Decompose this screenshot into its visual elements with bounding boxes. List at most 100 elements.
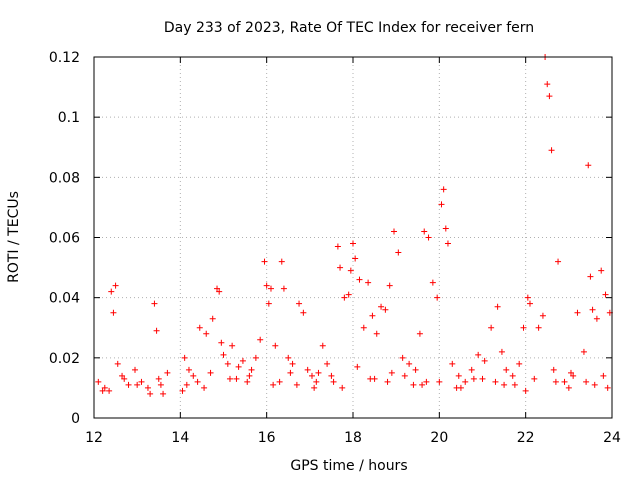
data-point bbox=[410, 381, 417, 388]
data-point bbox=[531, 375, 538, 382]
data-point bbox=[257, 336, 264, 343]
data-point bbox=[539, 312, 546, 319]
data-point bbox=[481, 357, 488, 364]
data-point bbox=[293, 381, 300, 388]
data-point bbox=[602, 291, 609, 298]
data-point bbox=[583, 378, 590, 385]
data-point bbox=[132, 366, 139, 373]
data-point bbox=[239, 357, 246, 364]
data-point bbox=[194, 378, 201, 385]
data-point bbox=[589, 306, 596, 313]
data-point bbox=[179, 387, 186, 394]
chart-title: Day 233 of 2023, Rate Of TEC Index for r… bbox=[164, 20, 534, 36]
data-point bbox=[457, 384, 464, 391]
data-point bbox=[185, 366, 192, 373]
data-point bbox=[328, 372, 335, 379]
y-tick-label: 0.08 bbox=[49, 170, 80, 186]
data-point bbox=[151, 300, 158, 307]
data-point bbox=[265, 300, 272, 307]
data-point bbox=[423, 378, 430, 385]
data-point bbox=[444, 240, 451, 247]
data-point bbox=[591, 381, 598, 388]
data-point bbox=[315, 369, 322, 376]
data-point bbox=[244, 378, 251, 385]
y-tick-label: 0.12 bbox=[49, 50, 80, 66]
data-point bbox=[300, 309, 307, 316]
data-point bbox=[201, 384, 208, 391]
x-tick-label: 12 bbox=[85, 430, 103, 446]
data-point bbox=[550, 366, 557, 373]
data-point bbox=[319, 342, 326, 349]
data-point bbox=[334, 243, 341, 250]
x-tick-label: 24 bbox=[603, 430, 621, 446]
data-point bbox=[134, 381, 141, 388]
data-point bbox=[585, 162, 592, 169]
data-point bbox=[360, 324, 367, 331]
data-point bbox=[285, 354, 292, 361]
data-point bbox=[313, 378, 320, 385]
data-point bbox=[401, 372, 408, 379]
data-point bbox=[373, 330, 380, 337]
data-point bbox=[272, 342, 279, 349]
data-point bbox=[181, 354, 188, 361]
data-point bbox=[561, 378, 568, 385]
data-point bbox=[196, 324, 203, 331]
data-point bbox=[233, 375, 240, 382]
data-point bbox=[386, 282, 393, 289]
data-point bbox=[406, 360, 413, 367]
data-point bbox=[289, 360, 296, 367]
data-point bbox=[160, 390, 167, 397]
data-point bbox=[526, 300, 533, 307]
x-axis-label: GPS time / hours bbox=[290, 458, 407, 474]
data-point bbox=[216, 288, 223, 295]
x-tick-label: 20 bbox=[430, 430, 448, 446]
data-point bbox=[214, 285, 221, 292]
data-point bbox=[203, 330, 210, 337]
data-point bbox=[438, 201, 445, 208]
x-tick-label: 14 bbox=[171, 430, 189, 446]
data-point bbox=[535, 324, 542, 331]
data-point bbox=[164, 369, 171, 376]
data-point bbox=[399, 354, 406, 361]
data-point bbox=[412, 366, 419, 373]
data-point bbox=[509, 372, 516, 379]
data-point bbox=[520, 324, 527, 331]
data-point bbox=[341, 294, 348, 301]
data-point bbox=[144, 384, 151, 391]
data-point bbox=[425, 234, 432, 241]
data-point bbox=[552, 378, 559, 385]
data-point bbox=[522, 387, 529, 394]
data-point bbox=[229, 342, 236, 349]
data-point bbox=[488, 324, 495, 331]
data-point bbox=[580, 348, 587, 355]
data-point bbox=[270, 381, 277, 388]
data-point bbox=[119, 372, 126, 379]
data-point bbox=[524, 294, 531, 301]
data-point bbox=[183, 381, 190, 388]
data-point bbox=[365, 279, 372, 286]
data-point bbox=[248, 366, 255, 373]
y-tick-label: 0.06 bbox=[49, 231, 80, 247]
data-point bbox=[455, 372, 462, 379]
data-point bbox=[501, 381, 508, 388]
data-point bbox=[207, 369, 214, 376]
y-tick-label: 0.1 bbox=[58, 110, 80, 126]
x-tick-label: 22 bbox=[517, 430, 535, 446]
data-point bbox=[436, 378, 443, 385]
data-point bbox=[350, 240, 356, 247]
data-point bbox=[604, 384, 611, 391]
data-point bbox=[468, 366, 475, 373]
data-point bbox=[153, 327, 160, 334]
data-point bbox=[263, 282, 270, 289]
y-axis-ticks: 0 0.02 0.04 0.06 0.08 0.1 0.12 bbox=[49, 50, 612, 427]
data-point bbox=[224, 360, 231, 367]
data-point bbox=[567, 369, 574, 376]
data-point bbox=[598, 267, 605, 274]
data-point bbox=[220, 351, 227, 358]
data-point bbox=[209, 315, 216, 322]
data-point bbox=[121, 375, 128, 382]
grid bbox=[94, 57, 612, 418]
data-point bbox=[546, 93, 553, 100]
y-tick-label: 0 bbox=[71, 411, 80, 427]
